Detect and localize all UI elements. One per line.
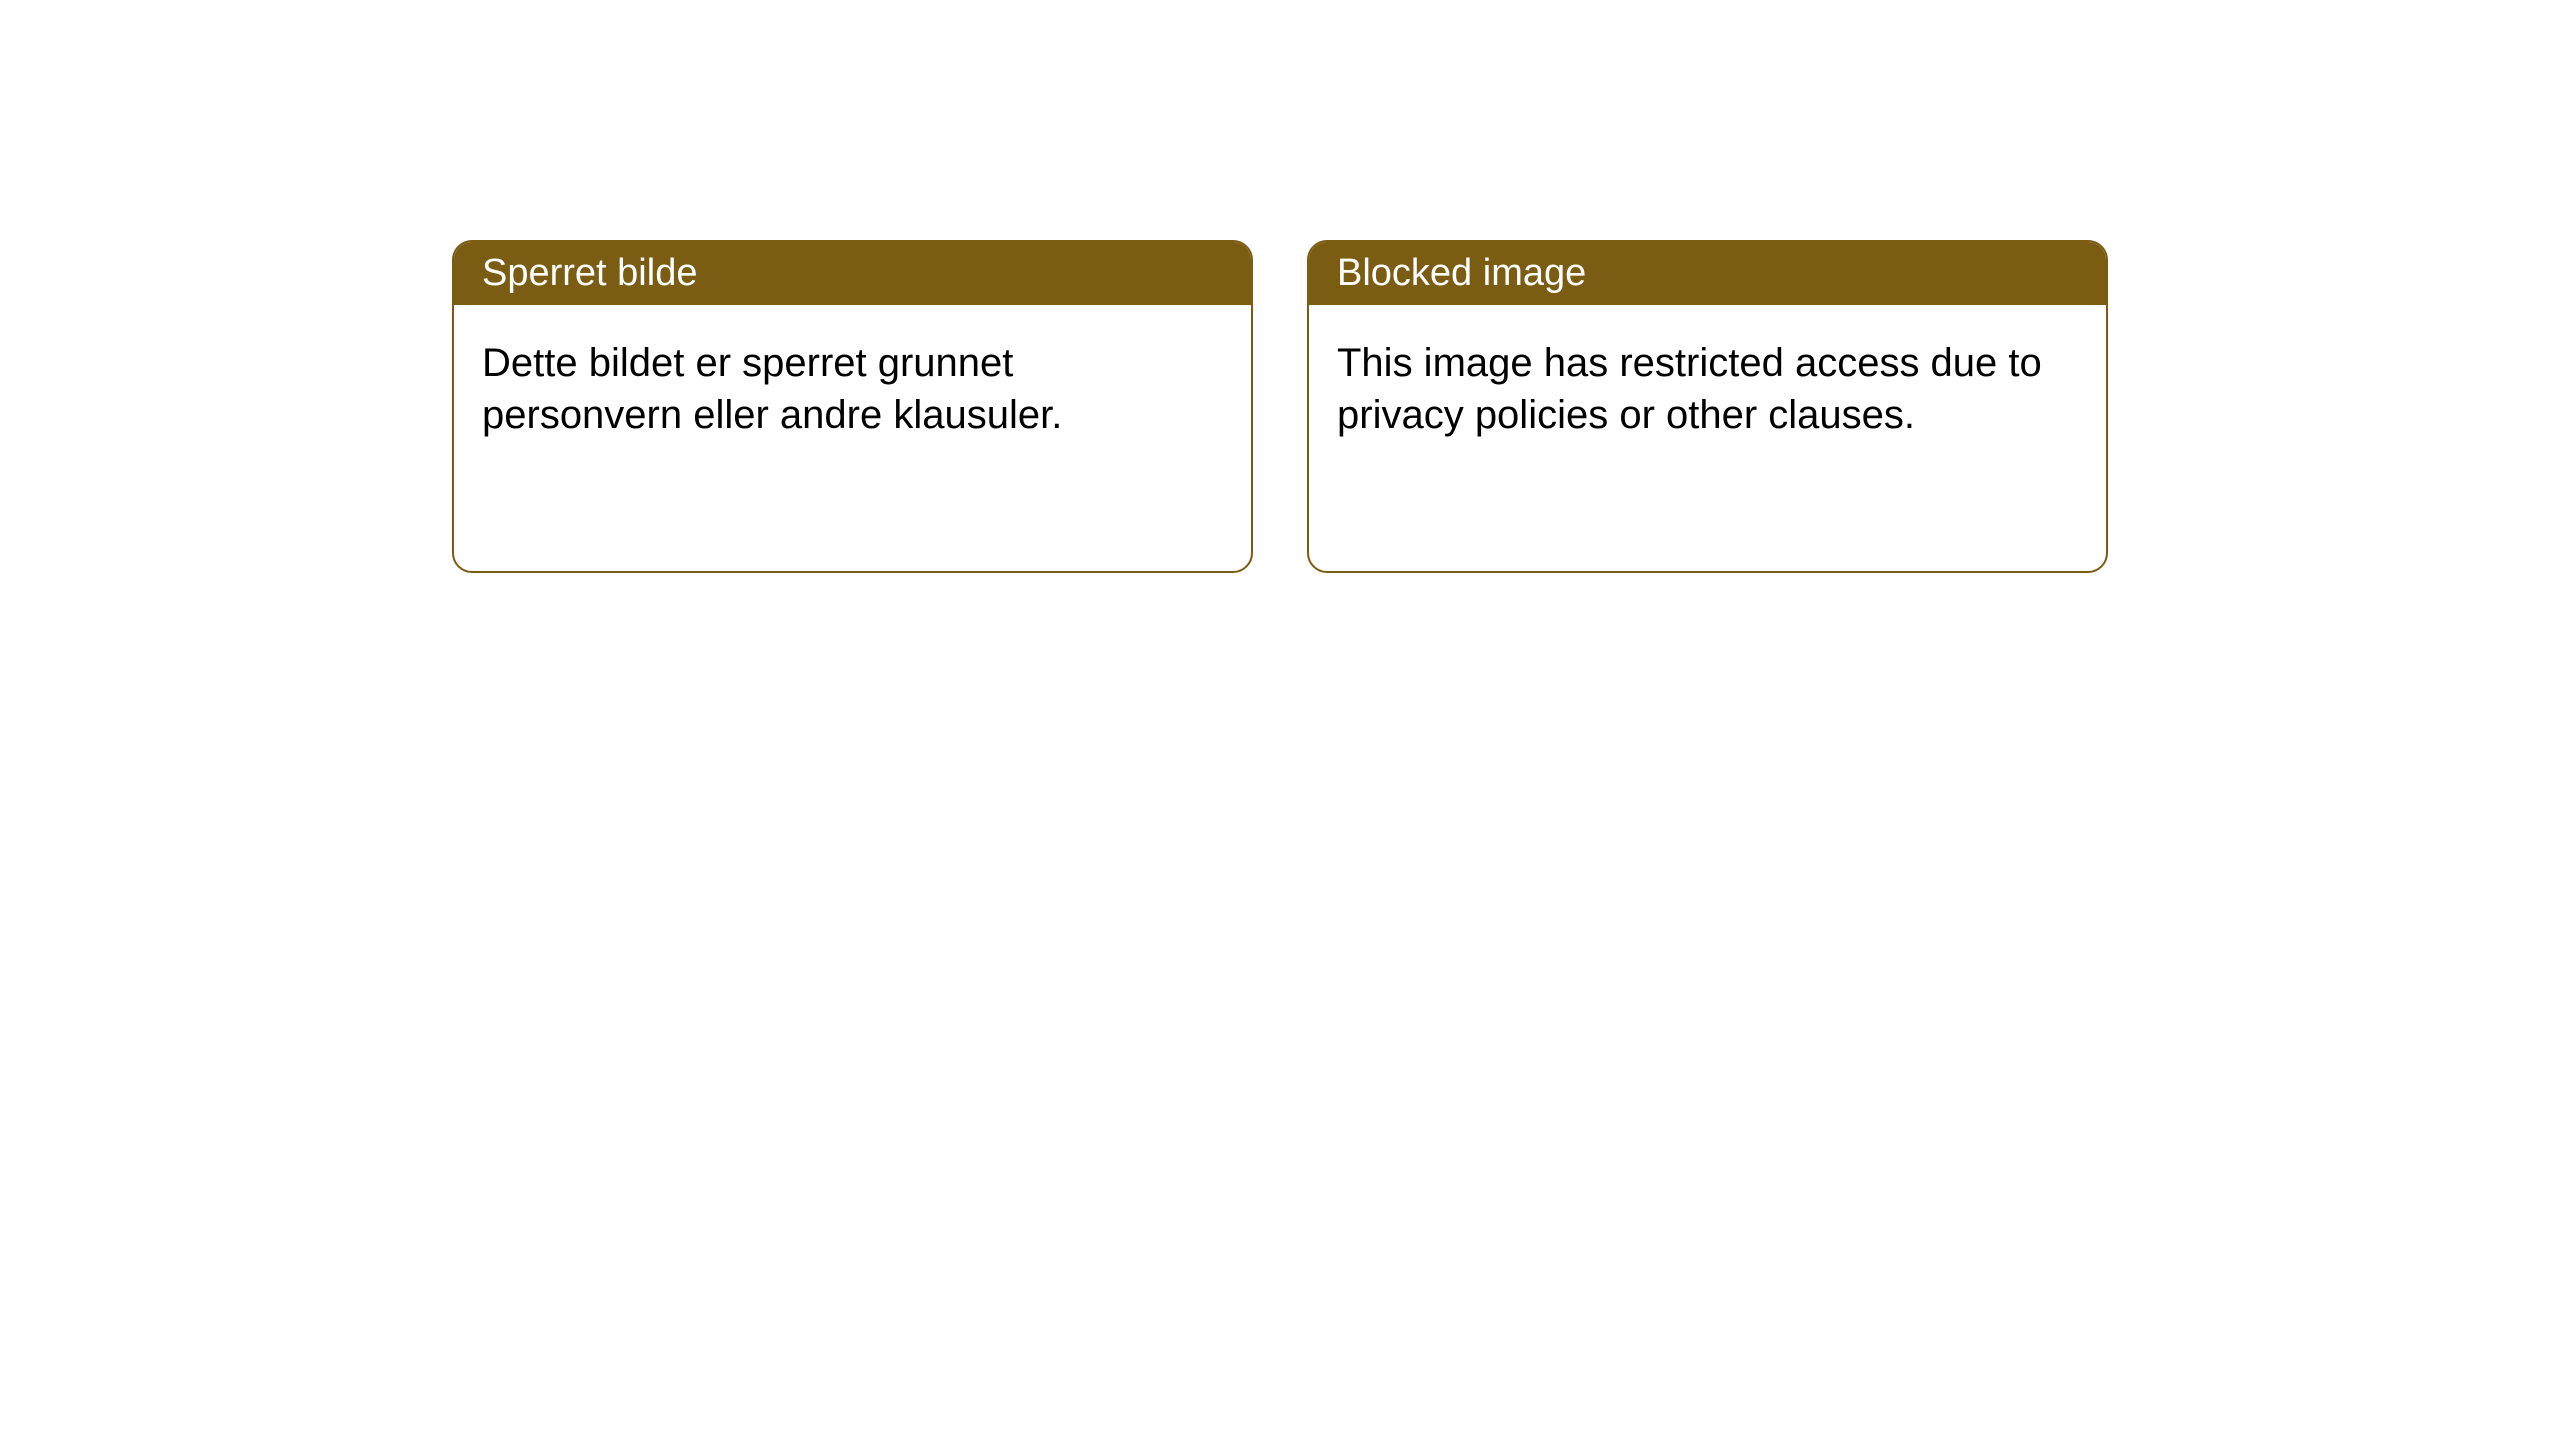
- card-header: Sperret bilde: [454, 242, 1251, 305]
- card-header: Blocked image: [1309, 242, 2106, 305]
- blocked-image-card-en: Blocked image This image has restricted …: [1307, 240, 2108, 573]
- card-title: Blocked image: [1337, 252, 1586, 294]
- card-body: Dette bildet er sperret grunnet personve…: [454, 305, 1251, 473]
- card-body-text: Dette bildet er sperret grunnet personve…: [482, 341, 1062, 437]
- blocked-image-card-no: Sperret bilde Dette bildet er sperret gr…: [452, 240, 1253, 573]
- card-body: This image has restricted access due to …: [1309, 305, 2106, 473]
- card-title: Sperret bilde: [482, 252, 697, 294]
- card-body-text: This image has restricted access due to …: [1337, 341, 2042, 437]
